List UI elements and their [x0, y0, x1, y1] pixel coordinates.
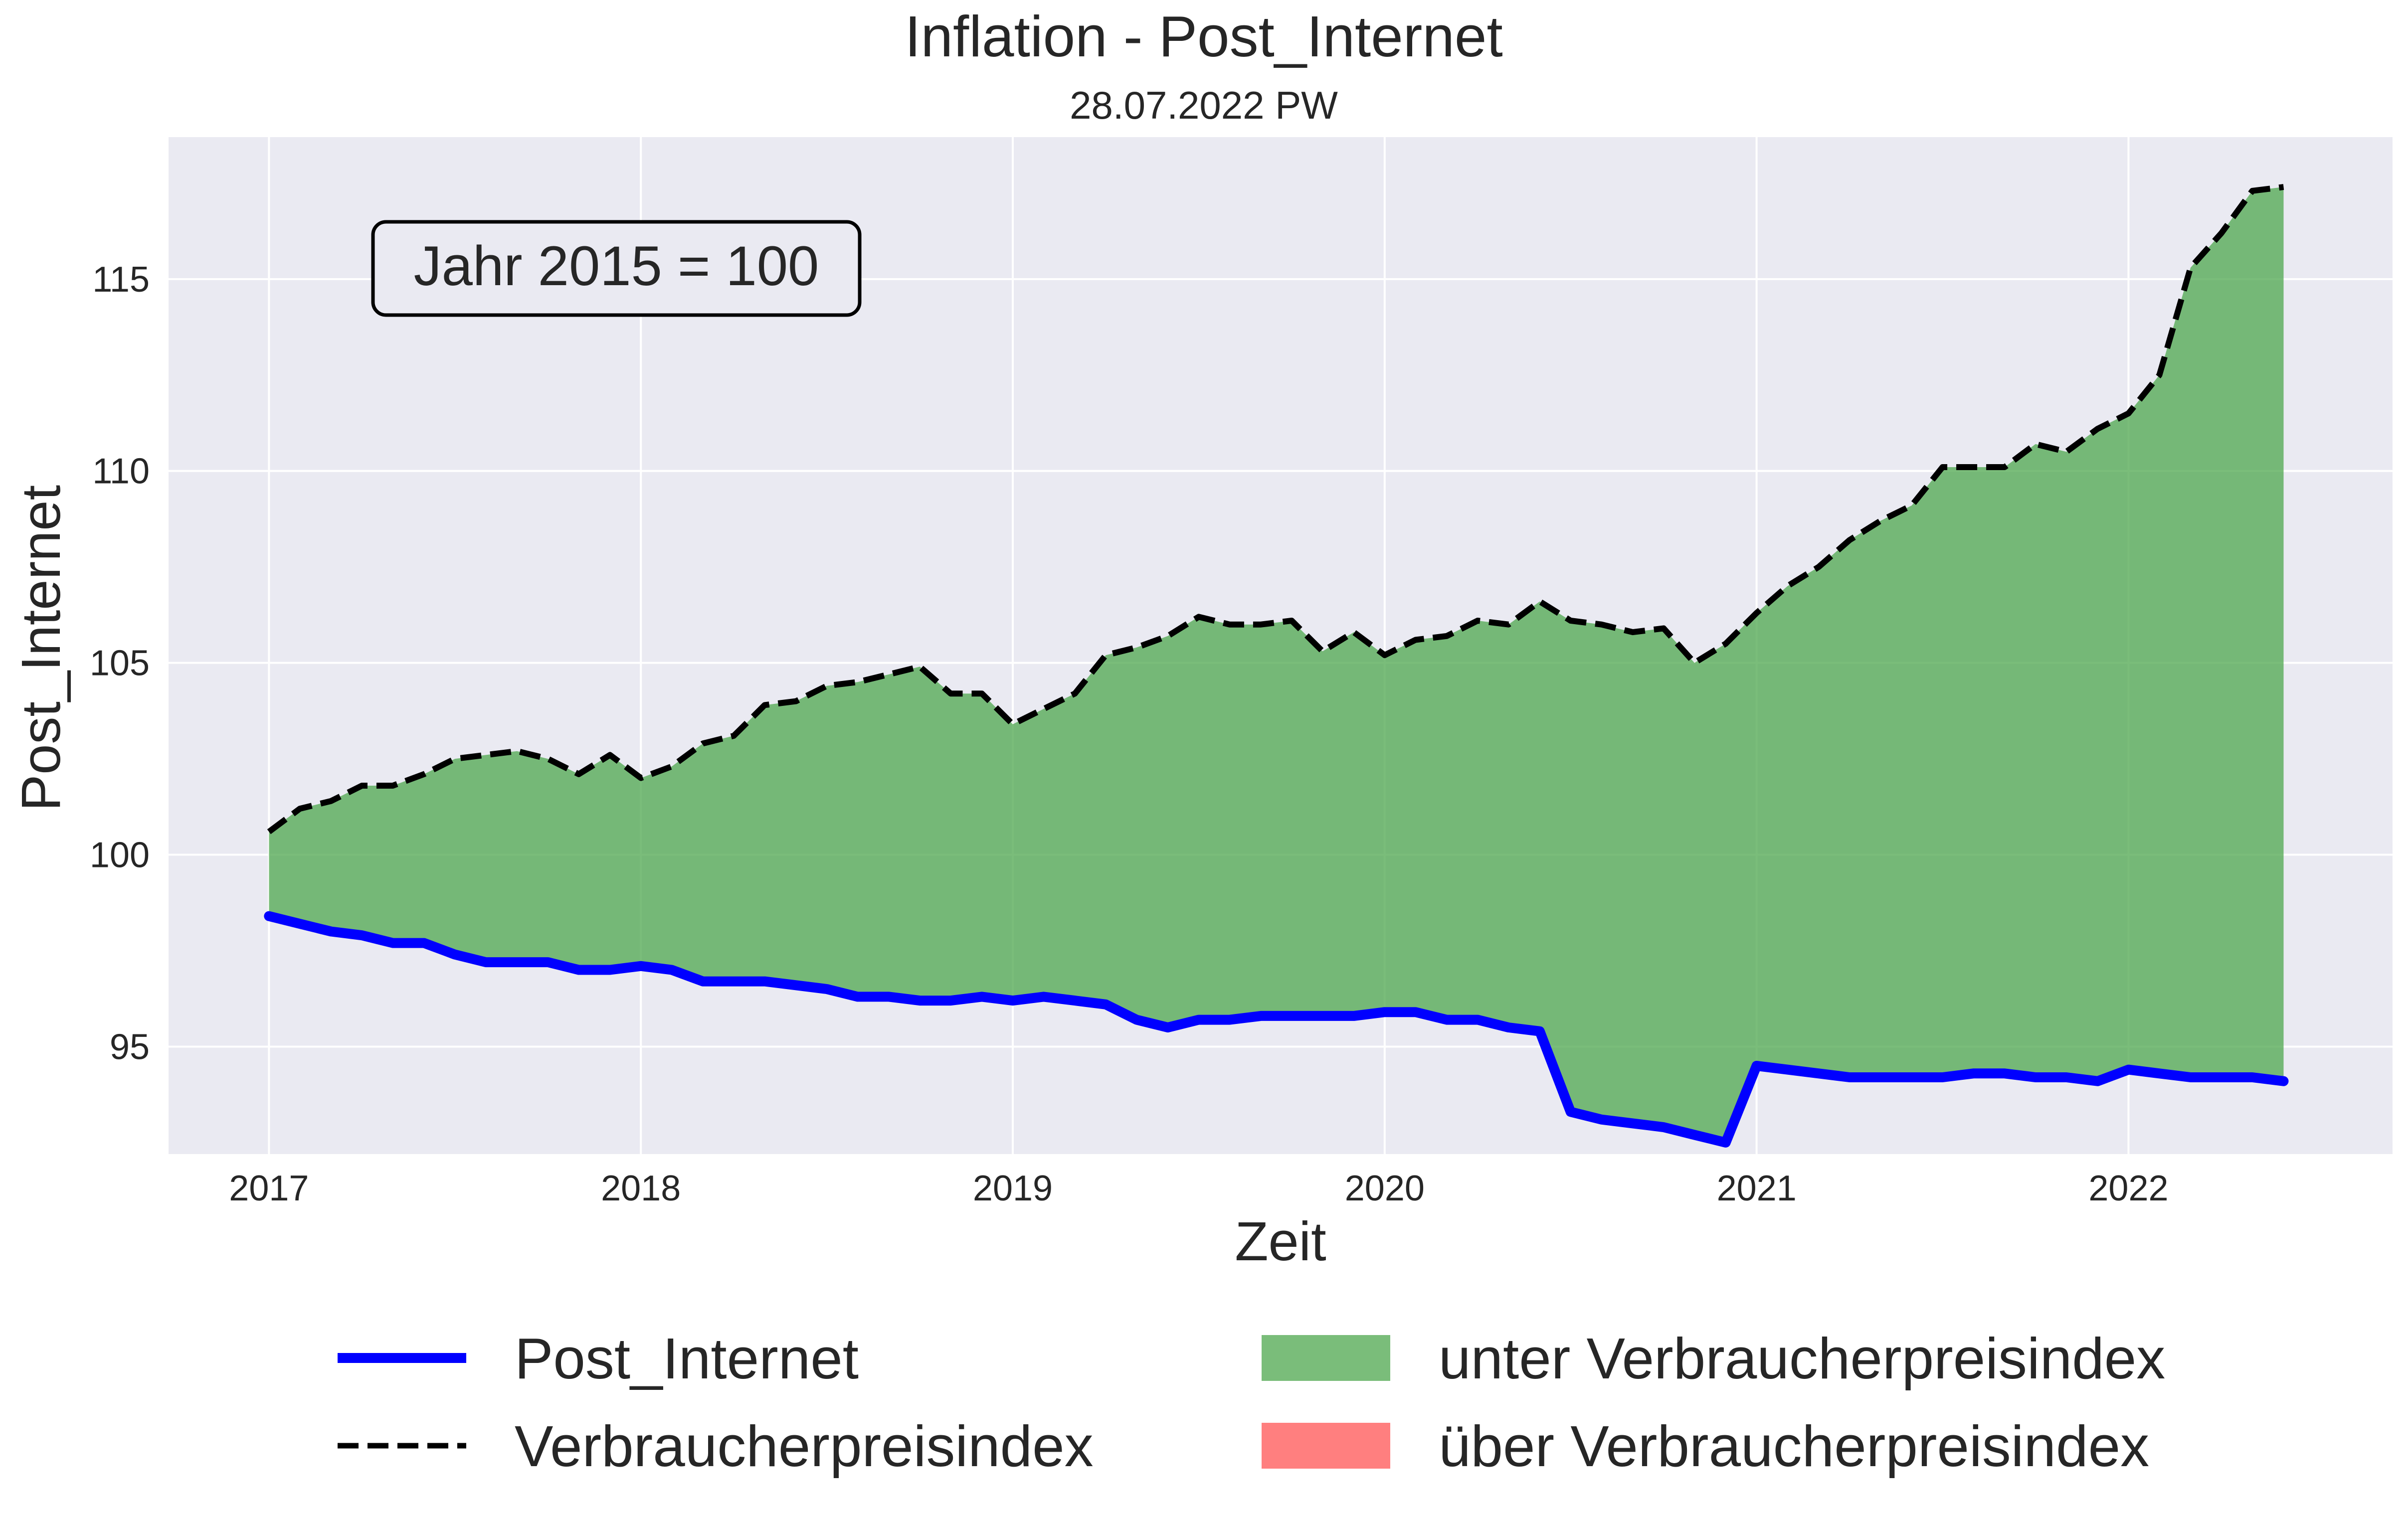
y-tick-label: 110 [92, 452, 150, 492]
x-tick-labels: 2017 2018 2019 2020 2021 2022 [229, 1169, 2168, 1208]
y-tick-label: 115 [92, 260, 150, 300]
y-tick-labels: 95 100 105 110 115 [90, 260, 150, 1067]
chart-subtitle: 28.07.2022 PW [1070, 83, 1338, 127]
legend-swatch-ueber [1262, 1423, 1390, 1469]
y-tick-label: 100 [90, 836, 150, 875]
y-axis-label: Post_Internet [10, 485, 72, 811]
x-tick-label: 2020 [1345, 1169, 1425, 1208]
legend: Post_Internet Verbraucherpreisindex unte… [338, 1326, 2165, 1479]
series-line-post-internet [264, 911, 2289, 1148]
chart-title: Inflation - Post_Internet [905, 4, 1502, 69]
x-tick-label: 2022 [2088, 1169, 2168, 1208]
annotation-box: Jahr 2015 = 100 [371, 220, 862, 317]
legend-label-ueber: über Verbraucherpreisindex [1439, 1414, 2149, 1479]
x-tick-label: 2019 [973, 1169, 1053, 1208]
y-tick-label: 95 [110, 1027, 150, 1067]
series-lines [264, 184, 2289, 1148]
legend-swatch-unter [1262, 1335, 1390, 1381]
series-line-verbraucherpreisindex [267, 184, 2284, 835]
annotation-text: Jahr 2015 = 100 [414, 235, 819, 297]
legend-label-verbraucherpreisindex: Verbraucherpreisindex [515, 1414, 1094, 1479]
legend-label-unter: unter Verbraucherpreisindex [1439, 1326, 2165, 1391]
x-tick-label: 2017 [229, 1169, 309, 1208]
y-tick-label: 105 [90, 644, 150, 683]
fill-unter-verbraucherpreisindex [269, 187, 2284, 1143]
x-tick-label: 2018 [601, 1169, 681, 1208]
legend-label-post-internet: Post_Internet [515, 1326, 859, 1391]
annotation-frame [371, 220, 862, 317]
x-tick-label: 2021 [1717, 1169, 1797, 1208]
fill-areas [269, 187, 2284, 1143]
x-axis-label: Zeit [1235, 1211, 1326, 1272]
